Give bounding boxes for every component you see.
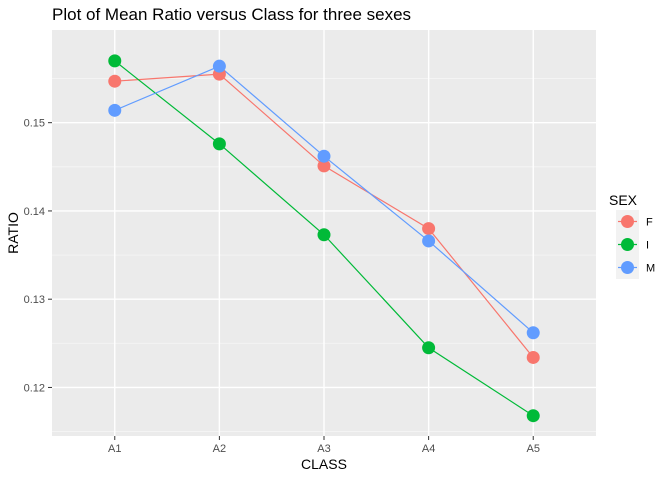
chart-title: Plot of Mean Ratio versus Class for thre…: [52, 5, 411, 24]
legend-key-point: [621, 238, 634, 251]
legend: SEX FIM: [609, 192, 655, 279]
data-point-I-A1: [108, 54, 122, 68]
legend-label-F: F: [646, 217, 653, 229]
y-axis-title: RATIO: [5, 212, 21, 254]
y-axis: 0.12 0.13 0.14 0.15: [24, 118, 52, 394]
data-point-I-A3: [317, 228, 331, 242]
x-tick-label: A1: [108, 443, 121, 455]
x-tick-label: A2: [213, 443, 226, 455]
y-tick-label: 0.15: [24, 118, 45, 130]
data-point-M-A4: [422, 234, 436, 248]
x-tick-label: A5: [526, 443, 539, 455]
x-tick-label: A4: [422, 443, 435, 455]
y-tick-label: 0.12: [24, 382, 45, 394]
x-axis: A1 A2 A3 A4 A5: [108, 436, 540, 455]
y-tick-label: 0.14: [24, 206, 45, 218]
legend-title: SEX: [609, 192, 638, 208]
series-points: [108, 54, 540, 423]
data-point-M-A2: [212, 59, 226, 73]
legend-key-point: [621, 215, 634, 228]
data-point-F-A3: [317, 159, 331, 173]
data-point-F-A5: [526, 350, 540, 364]
data-point-I-A2: [212, 137, 226, 151]
data-point-I-A4: [422, 341, 436, 355]
legend-label-I: I: [646, 240, 649, 252]
legend-label-M: M: [646, 263, 655, 275]
data-point-M-A3: [317, 149, 331, 163]
data-point-F-A4: [422, 222, 436, 236]
x-tick-label: A3: [317, 443, 330, 455]
y-tick-label: 0.13: [24, 294, 45, 306]
x-axis-title: CLASS: [301, 456, 347, 472]
data-point-F-A1: [108, 74, 122, 88]
data-point-M-A1: [108, 103, 122, 117]
legend-key-point: [621, 261, 634, 274]
grid-major: [52, 30, 596, 436]
data-point-M-A5: [526, 326, 540, 340]
data-point-I-A5: [526, 409, 540, 423]
